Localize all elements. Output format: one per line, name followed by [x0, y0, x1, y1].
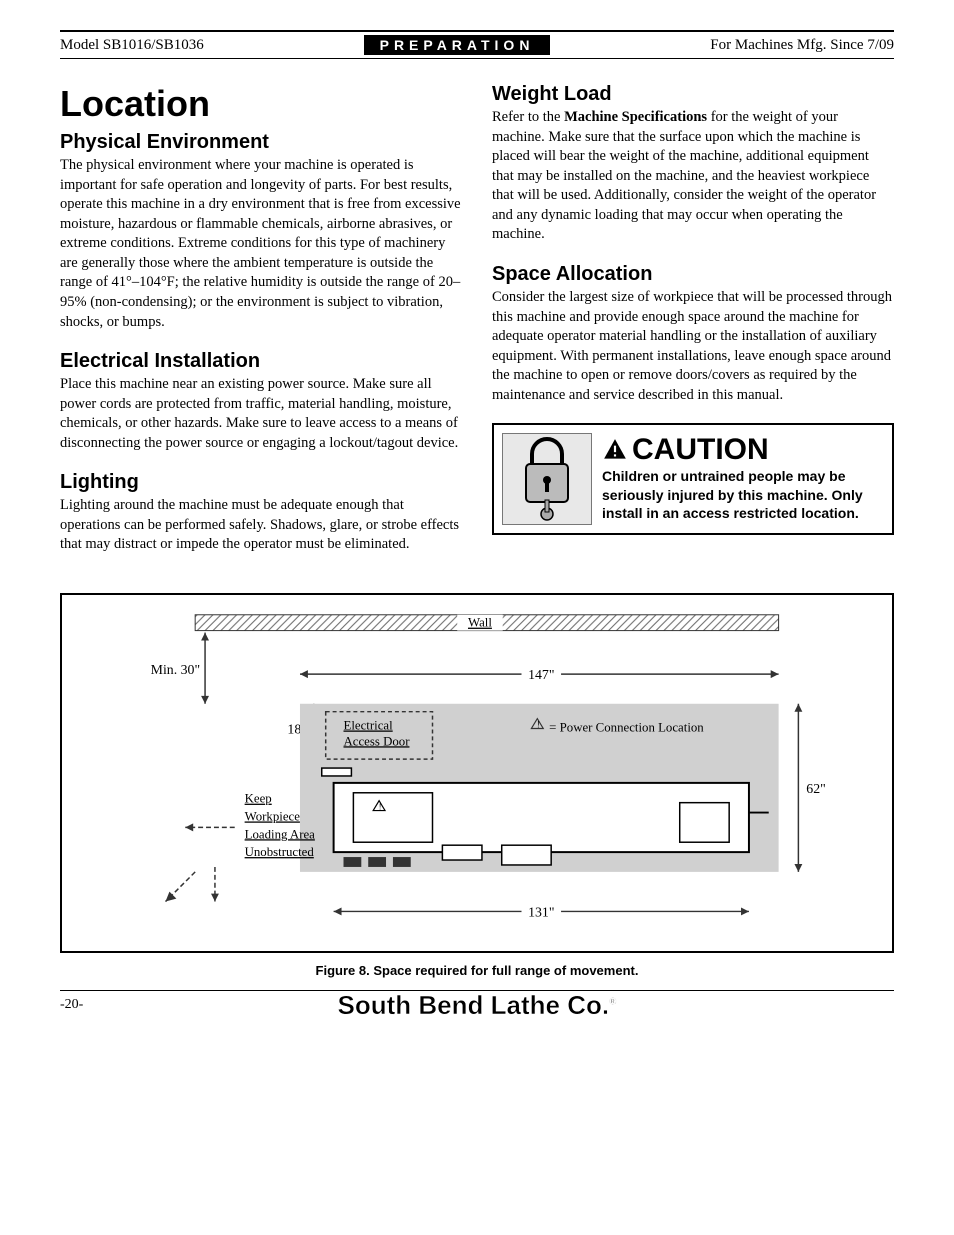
- left-column: Location Physical Environment The physic…: [60, 83, 462, 573]
- header-model: Model SB1016/SB1036: [60, 37, 204, 54]
- svg-text:Keep: Keep: [245, 792, 272, 806]
- svg-text:62": 62": [806, 781, 825, 796]
- caution-body: Children or untrained people may be seri…: [602, 467, 884, 522]
- page-footer: -20- South Bend Lathe Co.®: [60, 990, 894, 1013]
- svg-text:Min. 30": Min. 30": [151, 662, 200, 677]
- section-lighting: Lighting Lighting around the machine mus…: [60, 471, 462, 555]
- body-physical-environment: The physical environment where your mach…: [60, 156, 462, 332]
- right-column: Weight Load Refer to the Machine Specifi…: [492, 83, 894, 573]
- wall-label: Wall: [468, 616, 492, 630]
- svg-text:Workpiece: Workpiece: [245, 809, 301, 823]
- svg-text:131": 131": [528, 904, 554, 919]
- heading-physical-environment: Physical Environment: [60, 131, 462, 154]
- padlock-icon: [502, 433, 592, 525]
- company-name: South Bend Lathe Co.®: [60, 990, 894, 1021]
- warning-icon: [602, 437, 628, 463]
- heading-lighting: Lighting: [60, 471, 462, 494]
- caution-title: CAUTION: [602, 433, 884, 467]
- content-columns: Location Physical Environment The physic…: [60, 83, 894, 573]
- section-space-allocation: Space Allocation Consider the largest si…: [492, 263, 894, 405]
- figure-8-diagram: Wall Min. 30" 147" 18" Electrical Access…: [60, 593, 894, 953]
- heading-electrical-installation: Electrical Installation: [60, 350, 462, 373]
- body-lighting: Lighting around the machine must be adeq…: [60, 496, 462, 555]
- svg-text:147": 147": [528, 667, 554, 682]
- svg-text:!: !: [379, 803, 381, 812]
- body-weight-load: Refer to the Machine Specifications for …: [492, 108, 894, 245]
- svg-text:Unobstructed: Unobstructed: [245, 845, 315, 859]
- caution-box: CAUTION Children or untrained people may…: [492, 423, 894, 535]
- svg-text:Access Door: Access Door: [344, 734, 411, 748]
- page-header: Model SB1016/SB1036 PREPARATION For Mach…: [60, 30, 894, 59]
- page-title: Location: [60, 83, 462, 125]
- header-date: For Machines Mfg. Since 7/09: [710, 37, 894, 54]
- caution-text: CAUTION Children or untrained people may…: [602, 433, 884, 525]
- heading-weight-load: Weight Load: [492, 83, 894, 106]
- svg-text:Loading Area: Loading Area: [245, 827, 316, 841]
- svg-text:= Power Connection Location: = Power Connection Location: [549, 720, 704, 734]
- svg-text:!: !: [537, 720, 539, 730]
- section-physical-environment: Physical Environment The physical enviro…: [60, 131, 462, 332]
- section-electrical-installation: Electrical Installation Place this machi…: [60, 350, 462, 453]
- body-electrical-installation: Place this machine near an existing powe…: [60, 375, 462, 453]
- heading-space-allocation: Space Allocation: [492, 263, 894, 286]
- header-section-badge: PREPARATION: [364, 35, 551, 55]
- svg-text:Electrical: Electrical: [344, 718, 394, 732]
- figure-caption: Figure 8. Space required for full range …: [60, 963, 894, 978]
- section-weight-load: Weight Load Refer to the Machine Specifi…: [492, 83, 894, 245]
- body-space-allocation: Consider the largest size of workpiece t…: [492, 288, 894, 405]
